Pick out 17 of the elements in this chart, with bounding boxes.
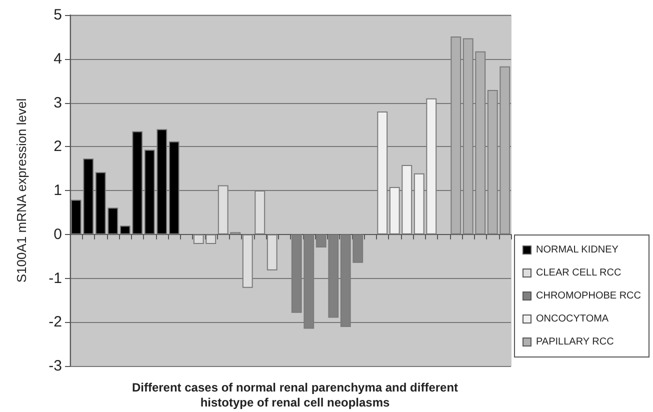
- y-tick-label: 4: [54, 50, 62, 68]
- y-tick-label: 3: [54, 94, 62, 112]
- bar: [266, 234, 278, 270]
- y-tick-label: -3: [48, 358, 62, 374]
- y-tick-label: -1: [48, 270, 62, 287]
- legend-label: PAPILLARY RCC: [536, 336, 614, 348]
- y-tick-label: -2: [48, 314, 62, 331]
- y-tick-label: 0: [54, 226, 62, 243]
- y-tick-label: 1: [54, 182, 62, 199]
- x-axis-title: Different cases of normal renal parenchyma and different histotype of renal cell neoplasms: [132, 380, 458, 410]
- legend-label: CLEAR CELL RCC: [536, 268, 622, 278]
- y-axis-title: S100A1 mRNA expression level: [14, 98, 29, 283]
- legend-label: NORMAL KIDNEY: [536, 244, 619, 256]
- legend-label: ONCOCYTOMA: [536, 314, 609, 324]
- legend-label: CHROMOPHOBE RCC: [536, 290, 642, 302]
- y-tick-label: 2: [54, 138, 62, 156]
- y-tick-label: 5: [54, 6, 62, 24]
